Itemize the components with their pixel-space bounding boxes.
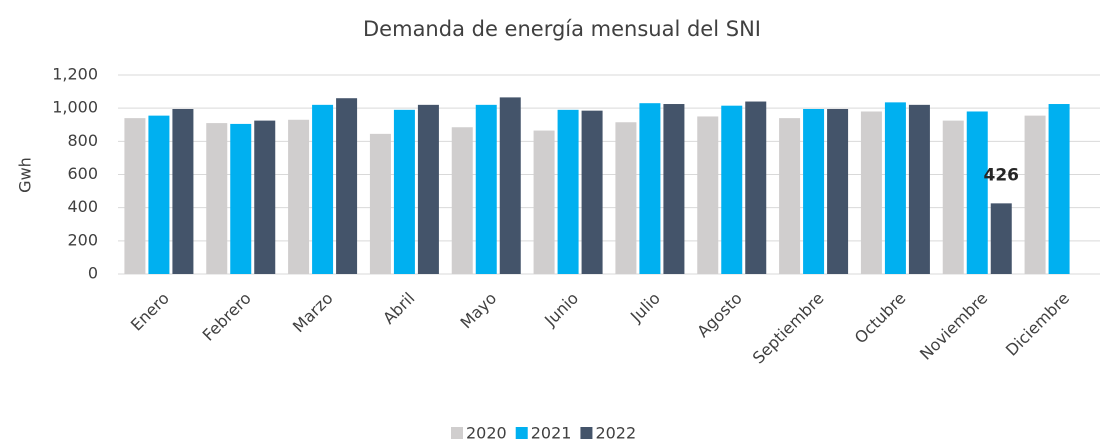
x-tick-label: Febrero (199, 289, 255, 345)
bar (721, 105, 743, 274)
bar (615, 122, 637, 274)
x-tick-label: Agosto (693, 289, 746, 342)
bar (884, 102, 906, 274)
y-tick-label: 600 (67, 164, 98, 183)
bar (745, 101, 767, 275)
bar (336, 98, 358, 274)
bar (499, 97, 521, 274)
bar (860, 111, 882, 274)
bar (908, 104, 930, 274)
bar (942, 120, 964, 275)
bar (1048, 104, 1070, 274)
bar (639, 103, 661, 274)
y-tick-label: 200 (67, 230, 98, 249)
x-tick-label: Mayo (457, 289, 501, 333)
legend-label: 2022 (595, 424, 636, 441)
legend-swatch (515, 427, 528, 439)
y-tick-label: 800 (67, 131, 98, 150)
bar (697, 116, 719, 274)
bar (451, 127, 473, 274)
y-tick-label: 400 (67, 197, 98, 216)
bar (827, 108, 849, 274)
bar (581, 110, 603, 274)
data-label: 426 (984, 165, 1020, 185)
legend-swatch (580, 427, 593, 439)
y-tick-label: 1,000 (52, 98, 98, 117)
bar (230, 123, 252, 274)
y-tick-label: 0 (88, 264, 98, 283)
bar (393, 109, 415, 274)
x-tick-label: Septiembre (749, 289, 828, 368)
chart-title: Demanda de energía mensual del SNI (363, 17, 761, 41)
x-tick-label: Junio (540, 289, 582, 331)
legend-label: 2020 (466, 424, 507, 441)
x-tick-label: Marzo (289, 289, 337, 337)
bar (312, 104, 334, 274)
bar (533, 130, 555, 274)
bar (148, 115, 170, 274)
bar (417, 104, 439, 274)
x-tick-label: Octubre (851, 289, 910, 348)
bar (206, 123, 228, 274)
bar (124, 118, 146, 274)
bar (966, 111, 988, 274)
bar (803, 108, 825, 274)
x-tick-label: Abril (379, 289, 418, 328)
y-axis-label: Gwh (16, 157, 35, 193)
bar (779, 118, 801, 274)
bar (172, 108, 194, 274)
bar (369, 133, 391, 274)
bar (288, 119, 310, 275)
bar (663, 104, 685, 274)
bar (254, 120, 276, 275)
x-tick-label: Noviembre (916, 289, 991, 364)
legend-label: 2021 (531, 424, 572, 441)
x-tick-label: Diciembre (1002, 289, 1073, 360)
legend-swatch (451, 427, 463, 439)
y-tick-label: 1,200 (52, 65, 98, 84)
bar (1024, 115, 1046, 274)
bar (990, 203, 1012, 274)
x-tick-label: Enero (127, 289, 173, 335)
x-tick-label: Julio (626, 289, 664, 327)
bar (475, 104, 497, 274)
bar (557, 109, 579, 274)
